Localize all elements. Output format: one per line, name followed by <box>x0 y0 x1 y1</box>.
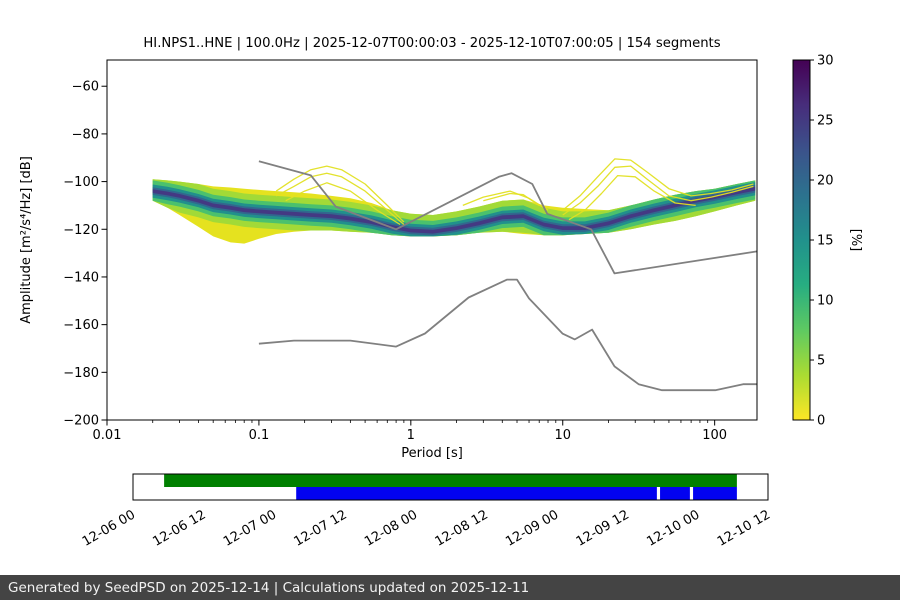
footer-text: Generated by SeedPSD on 2025-12-14 | Cal… <box>8 579 530 596</box>
y-axis-label: Amplitude [m²/s⁴/Hz] [dB] <box>19 156 34 324</box>
outlier-curves <box>275 158 754 226</box>
svg-text:25: 25 <box>817 114 834 129</box>
svg-text:−140: −140 <box>63 270 99 285</box>
svg-text:100: 100 <box>702 428 727 443</box>
plot-area <box>152 158 757 392</box>
svg-text:−80: −80 <box>72 127 99 142</box>
timeline-tick-label: 12-08 00 <box>362 507 420 549</box>
chart-title: HI.NPS1..HNE | 100.0Hz | 2025-12-07T00:0… <box>143 36 720 51</box>
noise-model-NHNM <box>258 160 757 275</box>
svg-text:10: 10 <box>817 294 834 309</box>
timeline-tick-label: 12-08 12 <box>433 507 491 549</box>
svg-text:1: 1 <box>407 428 415 443</box>
svg-text:−100: −100 <box>63 175 99 190</box>
timeline-tick-label: 12-10 00 <box>644 507 702 549</box>
x-axis: 0.01 0.1 1 10 100 Period [s] <box>93 420 727 461</box>
timeline-segment-data-available <box>164 474 737 487</box>
timeline-tick-label: 12-07 00 <box>221 507 279 549</box>
noise-model-NLNM <box>258 278 757 392</box>
y-axis: −60 −80 −100 −120 −140 −160 −180 −200 Amplitude … <box>19 80 107 429</box>
timeline-tick-label: 12-07 12 <box>292 507 350 549</box>
footer-bar: Generated by SeedPSD on 2025-12-14 | Cal… <box>0 575 900 600</box>
ppsd-cloud <box>152 179 756 244</box>
svg-text:−120: −120 <box>63 223 99 238</box>
svg-text:15: 15 <box>817 234 834 249</box>
timeline-tick-label: 12-10 12 <box>715 507 773 549</box>
svg-text:20: 20 <box>817 174 834 189</box>
timeline-tick-label: 12-06 00 <box>80 507 138 549</box>
svg-text:−180: −180 <box>63 366 99 381</box>
timeline-tick-label: 12-06 12 <box>150 507 208 549</box>
svg-text:0.01: 0.01 <box>93 428 122 443</box>
svg-text:−200: −200 <box>63 414 99 429</box>
svg-text:10: 10 <box>554 428 571 443</box>
svg-text:30: 30 <box>817 54 834 69</box>
timeline-segment-data-processed <box>693 487 737 500</box>
svg-text:−60: −60 <box>72 80 99 95</box>
timeline-tick-label: 12-09 12 <box>574 507 632 549</box>
plot-frame <box>106 59 758 421</box>
svg-text:0: 0 <box>817 414 825 429</box>
svg-text:0.1: 0.1 <box>249 428 270 443</box>
timeline-segment-data-processed <box>660 487 690 500</box>
timeline-segment-data-processed <box>296 487 657 500</box>
plot-background <box>107 60 757 420</box>
colorbar-label: [%] <box>848 229 863 252</box>
noise-model-lines <box>258 160 757 392</box>
timeline-tick-label: 12-09 00 <box>503 507 561 549</box>
timeline: 12-06 00 12-06 12 12-07 00 12-07 12 12-08 00… <box>80 473 773 550</box>
svg-text:5: 5 <box>817 354 825 369</box>
colorbar: 0 5 10 15 20 25 30 [%] <box>792 54 863 429</box>
x-axis-label: Period [s] <box>401 446 463 461</box>
svg-text:−160: −160 <box>63 318 99 333</box>
